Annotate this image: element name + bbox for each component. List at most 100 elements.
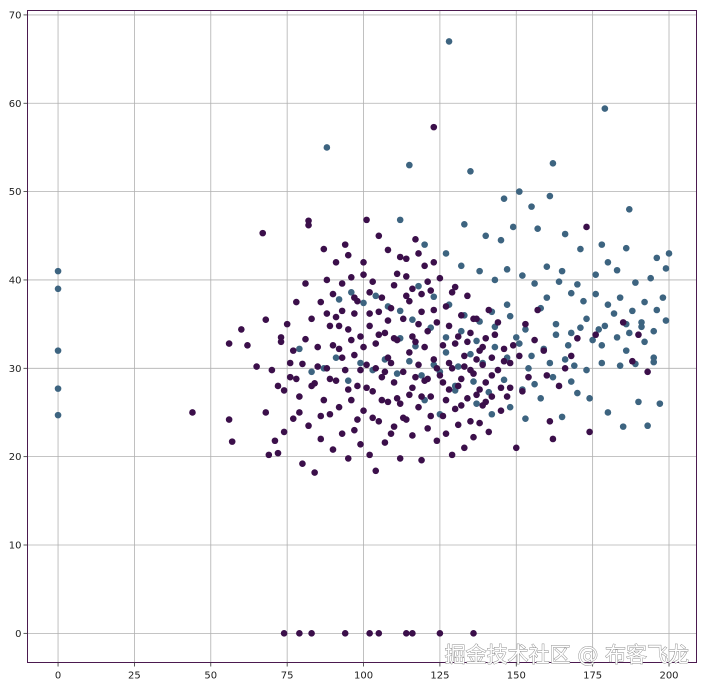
x-tick-label: 125 bbox=[430, 671, 449, 682]
scatter-point bbox=[332, 354, 340, 362]
scatter-point bbox=[653, 306, 661, 314]
scatter-point bbox=[546, 192, 554, 200]
scatter-point bbox=[244, 342, 251, 349]
scatter-point bbox=[360, 343, 367, 351]
scatter-point bbox=[638, 323, 645, 331]
scatter-point bbox=[268, 366, 276, 374]
scatter-point bbox=[509, 223, 517, 231]
scatter-point bbox=[384, 398, 392, 406]
scatter-point bbox=[381, 329, 389, 337]
scatter-point bbox=[622, 244, 630, 252]
scatter-point bbox=[555, 382, 563, 390]
scatter-point bbox=[516, 188, 523, 195]
scatter-point bbox=[592, 290, 599, 298]
scatter-point bbox=[366, 630, 373, 637]
scatter-point bbox=[445, 38, 453, 45]
scatter-point bbox=[494, 319, 502, 326]
scatter-point bbox=[366, 322, 373, 330]
scatter-point bbox=[457, 375, 465, 383]
scatter-point bbox=[387, 359, 395, 367]
scatter-point bbox=[531, 280, 538, 287]
scatter-point bbox=[262, 409, 270, 416]
scatter-point bbox=[549, 373, 557, 381]
scatter-point bbox=[476, 419, 483, 427]
scatter-point bbox=[320, 396, 328, 404]
scatter-point bbox=[326, 410, 334, 418]
scatter-point bbox=[399, 315, 407, 323]
scatter-point bbox=[454, 363, 462, 370]
scatter-point bbox=[540, 347, 548, 354]
scatter-point bbox=[308, 315, 315, 323]
scatter-point bbox=[363, 384, 370, 392]
scatter-point bbox=[378, 373, 386, 381]
scatter-point bbox=[558, 267, 566, 275]
scatter-point bbox=[616, 362, 624, 369]
scatter-point bbox=[372, 467, 380, 475]
scatter-point bbox=[375, 418, 383, 425]
scatter-point bbox=[332, 377, 340, 384]
scatter-point bbox=[424, 327, 431, 335]
scatter-point bbox=[433, 437, 441, 445]
scatter-point bbox=[500, 345, 508, 353]
scatter-point bbox=[616, 294, 624, 301]
scatter-point bbox=[604, 258, 612, 266]
scatter-point bbox=[473, 391, 480, 399]
scatter-point bbox=[418, 393, 425, 400]
x-tick-label: 0 bbox=[55, 671, 61, 682]
scatter-point bbox=[503, 301, 511, 308]
scatter-point bbox=[299, 360, 306, 368]
scatter-point bbox=[344, 377, 352, 384]
scatter-point bbox=[348, 274, 355, 281]
scatter-point bbox=[228, 438, 236, 445]
scatter-point bbox=[351, 294, 358, 301]
scatter-point bbox=[375, 331, 383, 339]
scatter-point bbox=[427, 393, 435, 400]
scatter-point bbox=[54, 267, 62, 275]
scatter-point bbox=[286, 359, 294, 367]
scatter-point bbox=[622, 347, 630, 354]
scatter-point bbox=[271, 437, 279, 445]
scatter-point bbox=[451, 340, 459, 347]
scatter-point bbox=[412, 338, 419, 346]
scatter-point bbox=[378, 294, 386, 301]
scatter-point bbox=[375, 232, 383, 240]
scatter-point bbox=[363, 216, 370, 224]
scatter-point bbox=[571, 362, 578, 369]
scatter-point bbox=[323, 310, 331, 317]
scatter-point bbox=[363, 361, 370, 369]
plot-frame bbox=[27, 10, 697, 663]
scatter-point bbox=[567, 329, 575, 337]
scatter-point bbox=[384, 317, 392, 324]
y-tick-label: 40 bbox=[9, 275, 22, 286]
scatter-point bbox=[326, 322, 334, 330]
scatter-point bbox=[360, 271, 367, 278]
scatter-point bbox=[488, 410, 496, 418]
scatter-point bbox=[586, 395, 593, 402]
scatter-point bbox=[360, 407, 367, 415]
scatter-point bbox=[635, 331, 642, 339]
scatter-point bbox=[543, 294, 551, 301]
scatter-point bbox=[390, 423, 398, 430]
scatter-point bbox=[482, 334, 490, 342]
scatter-point bbox=[329, 446, 337, 453]
scatter-point bbox=[531, 336, 538, 344]
scatter-point bbox=[421, 241, 428, 248]
scatter-point bbox=[430, 258, 438, 266]
scatter-point bbox=[583, 315, 590, 323]
x-tick-label: 175 bbox=[583, 671, 602, 682]
scatter-point bbox=[580, 297, 587, 305]
scatter-point bbox=[311, 469, 318, 476]
scatter-point bbox=[601, 322, 609, 330]
scatter-point bbox=[338, 430, 346, 437]
scatter-point bbox=[561, 365, 569, 372]
scatter-point bbox=[354, 416, 361, 423]
scatter-point bbox=[390, 334, 398, 342]
scatter-point bbox=[494, 366, 502, 374]
scatter-point bbox=[543, 263, 551, 271]
scatter-point bbox=[418, 308, 425, 316]
scatter-point bbox=[476, 267, 483, 275]
y-tick-labels: 0 10 20 30 40 50 60 70 bbox=[9, 10, 28, 640]
scatter-point bbox=[662, 265, 670, 272]
scatter-point bbox=[436, 630, 444, 637]
scatter-point bbox=[225, 416, 233, 423]
